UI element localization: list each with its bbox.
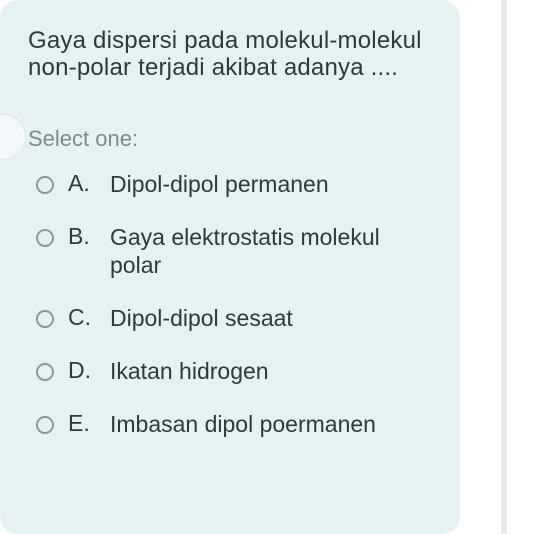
options-list: A. Dipol-dipol permanen B. Gaya elektros… xyxy=(28,170,432,439)
option-c[interactable]: C. Dipol-dipol sesaat xyxy=(36,304,432,333)
option-a[interactable]: A. Dipol-dipol permanen xyxy=(36,170,432,199)
option-text: Dipol-dipol sesaat xyxy=(110,304,293,333)
option-letter: E. xyxy=(68,410,96,437)
option-letter: C. xyxy=(68,304,96,331)
option-text: Gaya elektrostatis molekul polar xyxy=(110,223,432,281)
select-one-label: Select one: xyxy=(28,126,432,152)
radio-icon[interactable] xyxy=(36,363,54,381)
option-text: Imbasan dipol poermanen xyxy=(110,410,376,439)
option-text: Dipol-dipol permanen xyxy=(110,170,329,199)
radio-icon[interactable] xyxy=(36,229,54,247)
side-handle[interactable] xyxy=(0,114,26,160)
radio-icon[interactable] xyxy=(36,176,54,194)
option-text: Ikatan hidrogen xyxy=(110,357,269,386)
option-e[interactable]: E. Imbasan dipol poermanen xyxy=(36,410,432,439)
right-divider xyxy=(501,0,507,534)
option-letter: A. xyxy=(68,170,96,197)
option-d[interactable]: D. Ikatan hidrogen xyxy=(36,357,432,386)
option-letter: D. xyxy=(68,357,96,384)
question-card: Gaya dispersi pada molekul-molekul non-p… xyxy=(0,0,460,534)
option-letter: B. xyxy=(68,223,96,250)
question-text: Gaya dispersi pada molekul-molekul non-p… xyxy=(28,28,432,82)
option-b[interactable]: B. Gaya elektrostatis molekul polar xyxy=(36,223,432,281)
radio-icon[interactable] xyxy=(36,310,54,328)
right-margin xyxy=(472,0,547,534)
radio-icon[interactable] xyxy=(36,416,54,434)
